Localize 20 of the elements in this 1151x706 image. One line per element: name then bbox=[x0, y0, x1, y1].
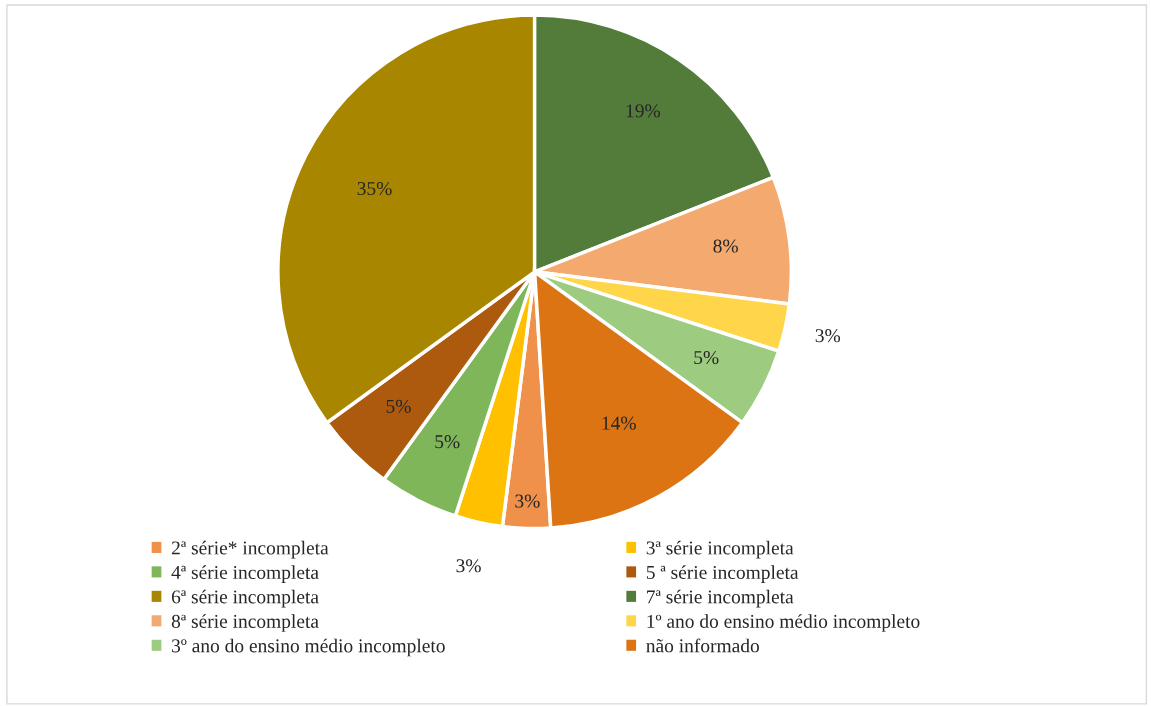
data-label: 35% bbox=[357, 181, 392, 196]
legend-label: 6ª série incompleta bbox=[171, 589, 319, 608]
legend-label: 2ª série* incompleta bbox=[171, 540, 329, 559]
legend-label: 5 ª série incompleta bbox=[646, 565, 799, 583]
legend-label: 3º ano do ensino médio incompleto bbox=[172, 638, 445, 657]
data-label: 5% bbox=[694, 350, 719, 365]
data-label: 19% bbox=[626, 104, 661, 118]
data-label: 5% bbox=[386, 399, 411, 413]
legend-label: não informado bbox=[646, 638, 759, 653]
legend-label: 7ª série incompleta bbox=[647, 589, 794, 608]
data-label: 14% bbox=[602, 416, 636, 430]
data-label: 3% bbox=[456, 559, 481, 573]
legend-label: 1º ano do ensino médio incompleto bbox=[647, 614, 920, 632]
legend-label: 4ª série incompleta bbox=[171, 565, 319, 583]
legend-label: 8ª série incompleta bbox=[171, 614, 319, 632]
data-label: 3% bbox=[515, 494, 540, 508]
data-label: 8% bbox=[713, 239, 738, 253]
legend-label: 3ª série incompleta bbox=[646, 540, 794, 559]
data-label: 3% bbox=[815, 329, 841, 343]
data-label: 5% bbox=[435, 435, 460, 449]
